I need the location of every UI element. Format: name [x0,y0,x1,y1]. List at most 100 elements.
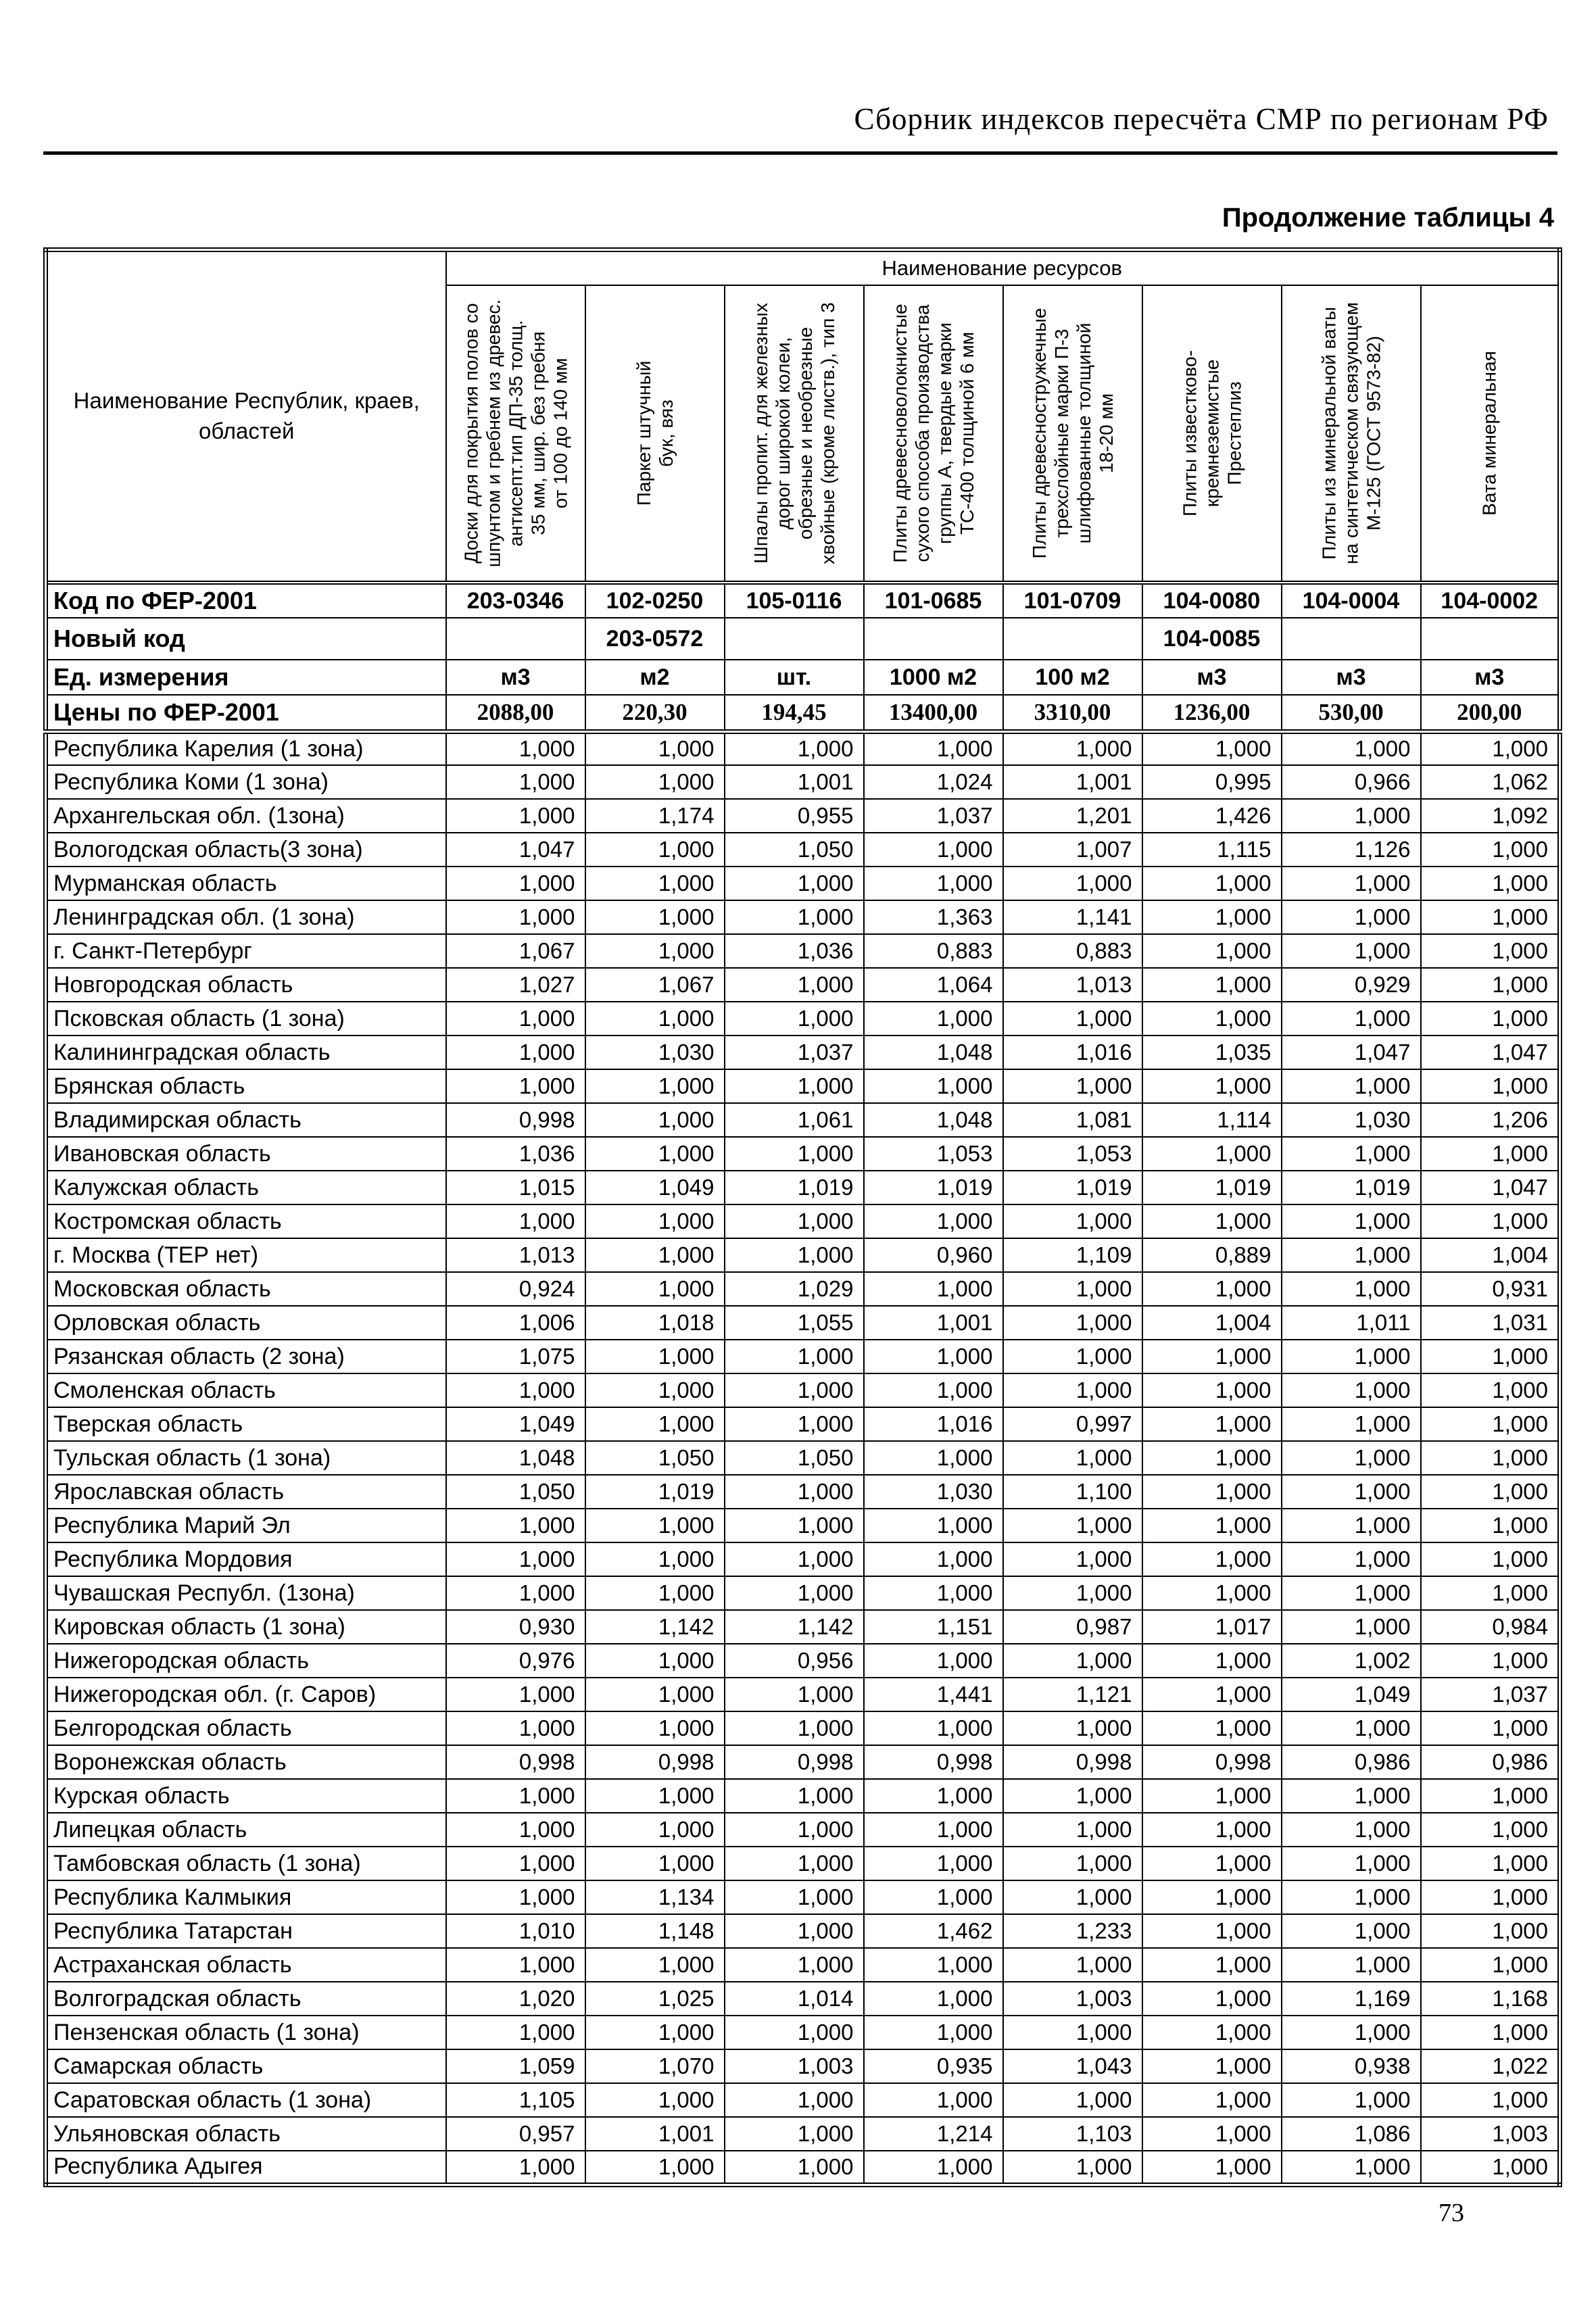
index-value-cell: 1,206 [1420,1102,1561,1138]
region-name-cell: Белгородская область [45,1711,447,1746]
table-row: Республика Калмыкия 1,000 1,134 1,000 1,000 1… [45,1880,1561,1915]
meta-value-cell: 104-0085 [1141,617,1282,660]
index-value-cell: 1,092 [1420,798,1561,833]
index-value-cell: 1,000 [1141,1136,1282,1171]
index-value-cell: 1,000 [1420,1001,1561,1036]
index-value-cell: 1,000 [1280,900,1422,935]
index-value-cell: 1,000 [1280,1271,1422,1307]
meta-value-cell: 104-0002 [1420,581,1561,618]
index-value-cell: 1,000 [723,1778,865,1813]
index-value-cell: 1,000 [863,1271,1004,1307]
index-value-cell: 1,000 [445,1373,586,1408]
resource-column-label: Плиты древесностружечные трехслойные мар… [1028,308,1117,559]
index-value-cell: 1,000 [1002,1643,1143,1678]
meta-row: Цены по ФЕР-2001 2088,00 220,30 194,45 13400… [45,694,1561,734]
table-row: Астраханская область 1,000 1,000 1,000 1,000… [45,1947,1561,1982]
index-value-cell: 1,000 [1002,1576,1143,1611]
index-value-cell: 1,049 [584,1170,725,1205]
index-value-cell: 1,000 [445,866,586,901]
index-value-cell: 1,000 [1420,1812,1561,1847]
resources-header-row: Наименование Республик, краев, областей … [45,249,1561,583]
index-value-cell: 1,000 [584,1001,725,1036]
index-value-cell: 1,000 [1420,1136,1561,1171]
table-row: Пензенская область (1 зона) 1,000 1,000 1,0… [45,2015,1561,2050]
index-value-cell: 1,000 [1420,933,1561,969]
index-value-cell: 1,000 [1002,1001,1143,1036]
index-value-cell: 1,000 [1280,933,1422,969]
resource-column-header: Плиты из минеральной ваты на синтетическ… [1280,285,1422,583]
index-value-cell: 1,000 [1420,1914,1561,1949]
index-value-cell: 1,000 [1420,1880,1561,1915]
index-value-cell: 0,998 [584,1745,725,1780]
table-row: Республика Марий Эл 1,000 1,000 1,000 1,000 1… [45,1508,1561,1543]
meta-value-cell: 101-0685 [863,581,1004,618]
index-value-cell: 1,100 [1002,1474,1143,1509]
index-value-cell: 1,000 [723,1238,865,1273]
table-row: Нижегородская область 0,976 1,000 0,956 1,00… [45,1643,1561,1678]
index-value-cell: 1,037 [723,1035,865,1070]
region-name-cell: Ивановская область [45,1136,447,1171]
region-name-cell: Ульяновская область [45,2116,447,2151]
index-value-cell: 1,000 [1280,1474,1422,1509]
index-value-cell: 1,000 [1141,1271,1282,1307]
index-value-cell: 1,000 [584,1812,725,1847]
index-value-cell: 1,000 [723,1542,865,1577]
region-name-cell: Тульская область (1 зона) [45,1440,447,1476]
index-value-cell: 1,000 [863,832,1004,867]
meta-value-cell: 13400,00 [863,694,1004,734]
meta-value-cell: 104-0080 [1141,581,1282,618]
index-value-cell: 0,966 [1280,764,1422,800]
region-name-cell: Тамбовская область (1 зона) [45,1846,447,1881]
index-value-cell: 1,000 [863,1981,1004,2016]
index-value-cell: 1,001 [723,764,865,800]
region-name-cell: Республика Карелия (1 зона) [45,731,447,766]
index-value-cell: 1,000 [584,1542,725,1577]
index-value-cell: 1,000 [1002,1339,1143,1374]
index-value-cell: 1,000 [1280,1778,1422,1813]
index-value-cell: 1,000 [1280,731,1422,766]
index-value-cell: 1,000 [1141,2049,1282,2084]
index-value-cell: 1,000 [1420,1846,1561,1881]
index-value-cell: 1,000 [1420,900,1561,935]
index-value-cell: 1,000 [1141,1407,1282,1442]
index-value-cell: 1,000 [723,1812,865,1847]
index-value-cell: 0,883 [1002,933,1143,969]
index-value-cell: 1,000 [445,1846,586,1881]
index-value-cell: 1,000 [1420,1711,1561,1746]
index-value-cell: 1,000 [584,1508,725,1543]
index-value-cell: 1,000 [1002,2015,1143,2050]
index-value-cell: 1,000 [1141,1508,1282,1543]
table-row: Курская область 1,000 1,000 1,000 1,000 1,000… [45,1778,1561,1813]
index-value-cell: 1,000 [445,1204,586,1239]
meta-label-cell: Цены по ФЕР-2001 [45,694,447,734]
index-value-cell: 1,024 [863,764,1004,800]
region-name-cell: Архангельская обл. (1зона) [45,798,447,833]
index-value-cell: 1,000 [584,1407,725,1442]
index-value-cell: 1,000 [723,2116,865,2151]
region-name-cell: Мурманская область [45,866,447,901]
index-value-cell: 1,000 [1420,967,1561,1002]
index-value-cell: 1,000 [1141,731,1282,766]
index-value-cell: 1,000 [1280,1576,1422,1611]
index-value-cell: 1,047 [1420,1170,1561,1205]
resource-column-label: Вата минеральная [1478,351,1500,516]
index-value-cell: 1,013 [445,1238,586,1273]
table-row: Рязанская область (2 зона) 1,075 1,000 1,00… [45,1339,1561,1374]
index-value-cell: 1,047 [445,832,586,867]
index-value-cell: 1,037 [863,798,1004,833]
index-value-cell: 1,000 [723,1711,865,1746]
index-value-cell: 1,000 [1280,1407,1422,1442]
meta-value-cell [1002,617,1143,660]
index-value-cell: 1,000 [723,1001,865,1036]
index-value-cell: 1,000 [584,2150,725,2185]
index-value-cell: 1,000 [1420,1474,1561,1509]
meta-row: Ед. измерения м3 м2 шт. 1000 м2 100 м2 м3 м3 м3 [45,659,1561,696]
index-value-cell: 1,000 [445,798,586,833]
resources-header: Наименование ресурсов [445,249,1561,286]
index-value-cell: 1,000 [723,1947,865,1982]
index-value-cell: 1,000 [445,1880,586,1915]
table-row: Волгоградская область 1,020 1,025 1,014 1,00… [45,1981,1561,2016]
table-caption: Продолжение таблицы 4 [1222,203,1554,233]
page-number: 73 [1438,2199,1464,2227]
region-name-cell: Московская область [45,1271,447,1307]
